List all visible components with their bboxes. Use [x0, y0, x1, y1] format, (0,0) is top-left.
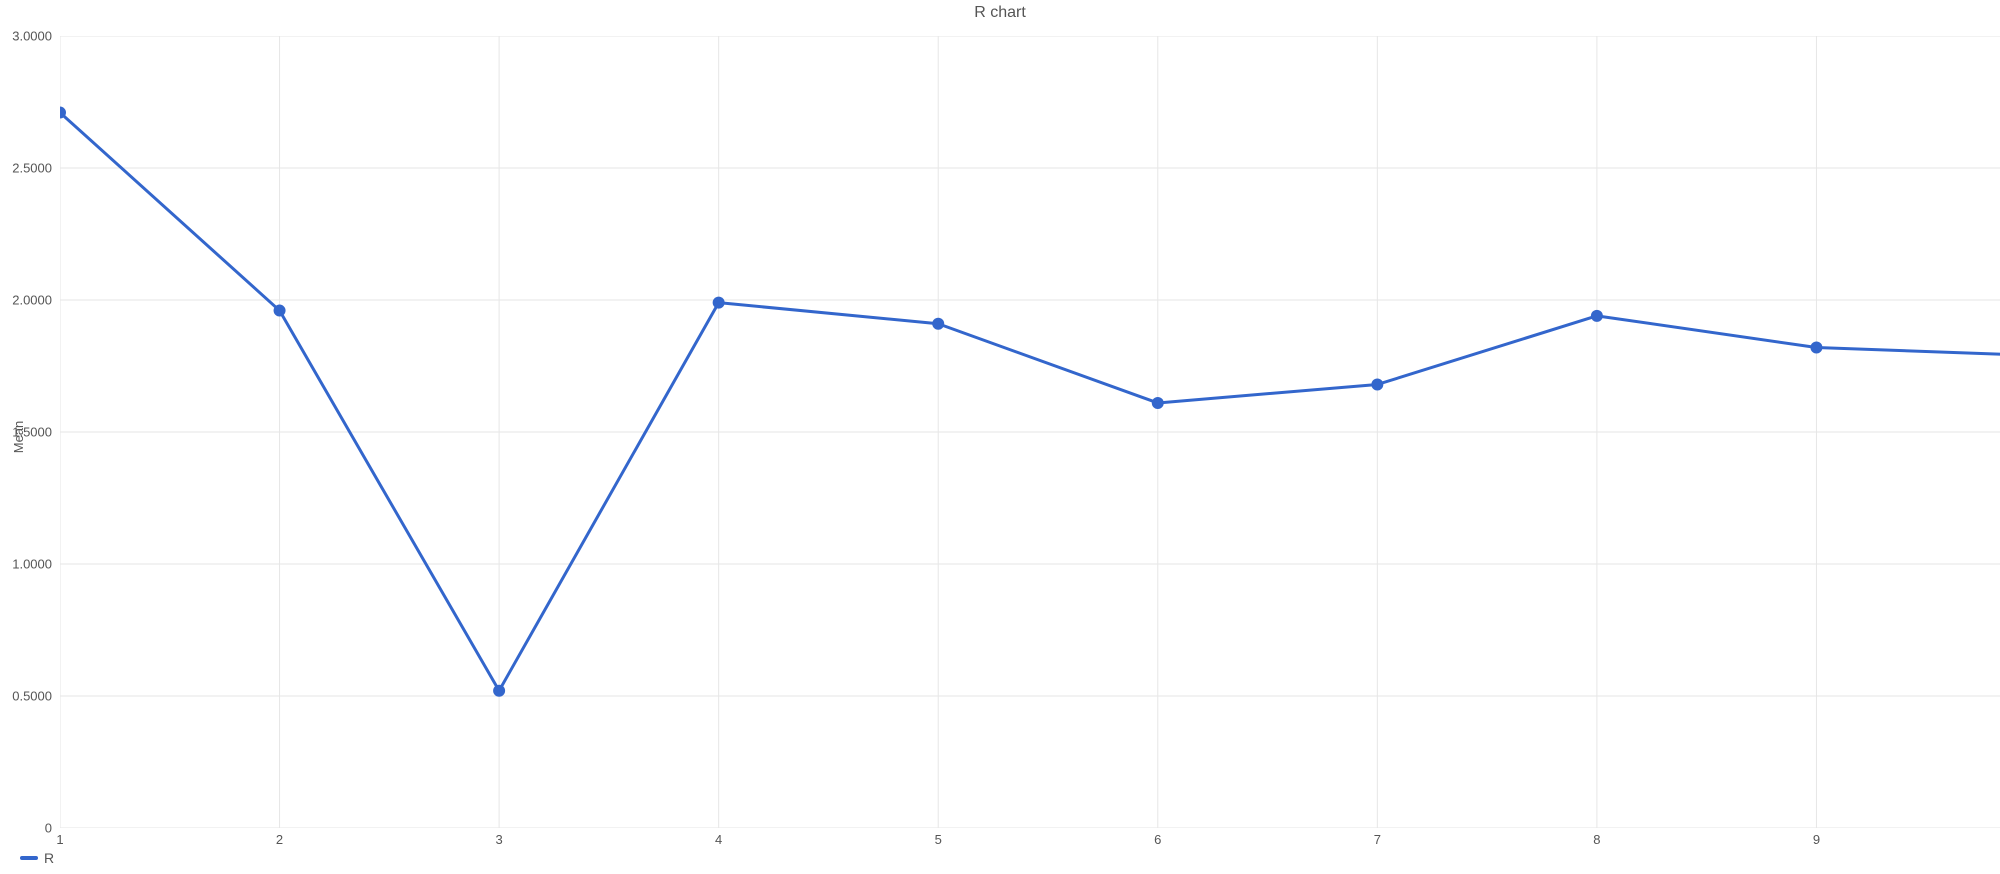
chart-title: R chart	[0, 4, 2000, 22]
y-tick-label: 2.5000	[0, 161, 52, 176]
x-tick-label: 5	[935, 832, 942, 847]
x-tick-label: 2	[276, 832, 283, 847]
x-tick-label: 3	[495, 832, 502, 847]
y-tick-label: 2.0000	[0, 293, 52, 308]
y-tick-label: 3.0000	[0, 29, 52, 44]
x-tick-label: 7	[1374, 832, 1381, 847]
y-tick-label: 0	[0, 821, 52, 836]
r-chart: R chart Mean R 00.50001.00001.50002.0000…	[0, 0, 2000, 874]
legend: R	[20, 850, 54, 866]
plot-svg	[60, 36, 2000, 828]
legend-swatch	[20, 856, 38, 860]
x-tick-label: 4	[715, 832, 722, 847]
y-tick-label: 1.0000	[0, 557, 52, 572]
x-tick-label: 1	[56, 832, 63, 847]
y-tick-label: 0.5000	[0, 689, 52, 704]
y-tick-label: 1.5000	[0, 425, 52, 440]
legend-label: R	[44, 850, 54, 866]
x-tick-label: 8	[1593, 832, 1600, 847]
x-tick-label: 9	[1813, 832, 1820, 847]
x-tick-label: 6	[1154, 832, 1161, 847]
